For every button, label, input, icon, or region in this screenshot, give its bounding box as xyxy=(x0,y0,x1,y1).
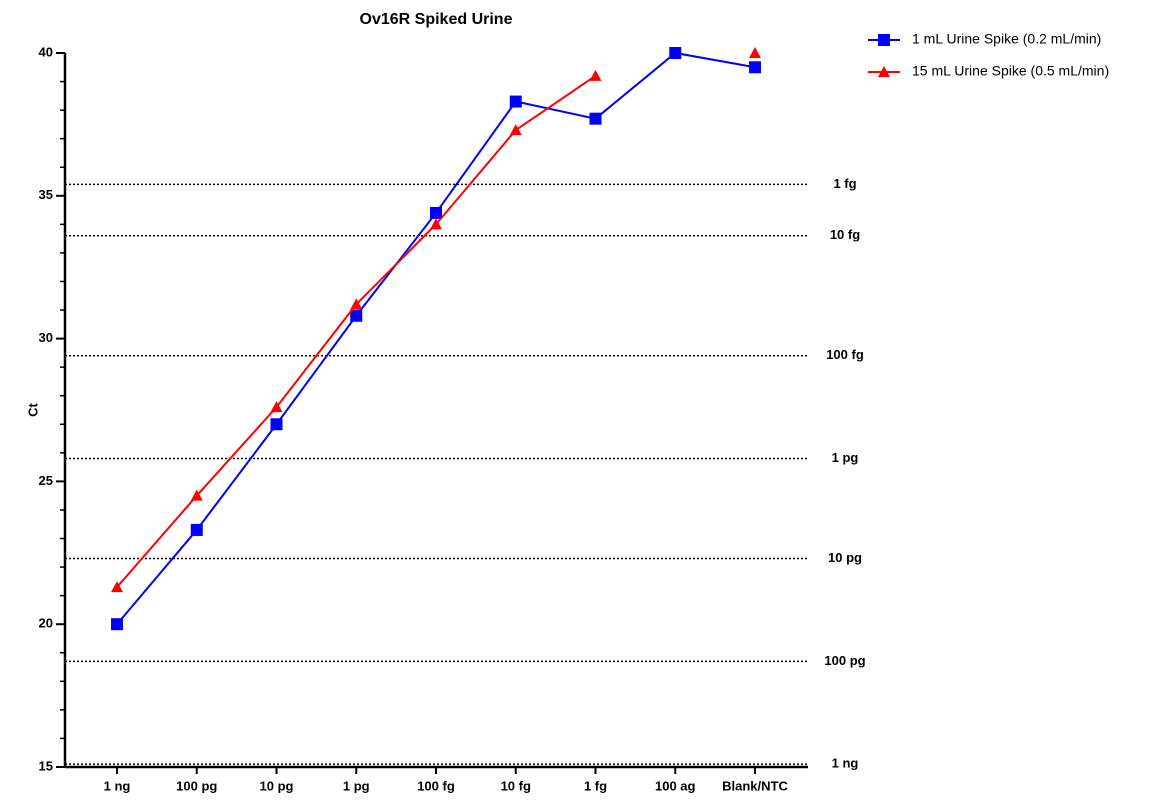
marker xyxy=(749,47,761,58)
marker xyxy=(749,61,761,74)
x-tick-label: Blank/NTC xyxy=(722,778,788,793)
marker xyxy=(589,112,602,125)
marker xyxy=(350,309,363,322)
marker xyxy=(430,206,442,219)
chart-title: Ov16R Spiked Urine xyxy=(360,11,513,28)
x-tick-label: 1 pg xyxy=(343,778,370,793)
x-tick-label: 10 pg xyxy=(260,778,294,793)
x-tick-label: 10 fg xyxy=(501,778,531,793)
reference-label: 100 fg xyxy=(826,347,864,362)
legend-label: 15 mL Urine Spike (0.5 mL/min) xyxy=(912,63,1109,79)
marker xyxy=(509,95,522,108)
marker xyxy=(270,401,283,413)
series-line xyxy=(117,53,755,587)
y-tick-label: 35 xyxy=(39,187,53,202)
series-line xyxy=(116,51,756,625)
marker xyxy=(669,47,682,59)
reference-label: 1 pg xyxy=(832,450,859,465)
marker xyxy=(111,618,123,631)
x-tick-label: 100 ag xyxy=(655,778,696,793)
x-tick-label: 100 fg xyxy=(417,778,455,793)
marker xyxy=(111,581,123,593)
legend: 1 mL Urine Spike (0.2 mL/min) 15 mL Urine… xyxy=(868,31,1109,79)
y-tick-label: 20 xyxy=(39,616,53,631)
reference-label: 10 pg xyxy=(828,550,862,565)
y-tick-label: 30 xyxy=(39,330,53,345)
reference-label: 1 ng xyxy=(832,756,859,771)
y-tick-label: 15 xyxy=(39,758,53,773)
marker xyxy=(350,298,363,310)
reference-label: 1 fg xyxy=(833,176,856,191)
marker xyxy=(270,418,283,431)
x-tick-label: 1 ng xyxy=(104,778,131,793)
marker xyxy=(190,523,203,536)
y-axis-label: Ct xyxy=(25,402,40,416)
marker xyxy=(190,489,203,501)
y-tick-label: 40 xyxy=(39,44,53,59)
x-tick-label: 100 pg xyxy=(176,778,217,793)
marker xyxy=(430,218,442,230)
reference-label: 100 pg xyxy=(824,653,865,668)
marker xyxy=(878,66,890,77)
y-tick-label: 25 xyxy=(39,473,53,488)
marker xyxy=(589,69,602,81)
marker xyxy=(509,124,522,136)
x-tick-label: 1 fg xyxy=(584,778,607,793)
marker xyxy=(878,34,890,46)
legend-label: 1 mL Urine Spike (0.2 mL/min) xyxy=(912,31,1101,47)
reference-label: 10 fg xyxy=(830,227,860,242)
